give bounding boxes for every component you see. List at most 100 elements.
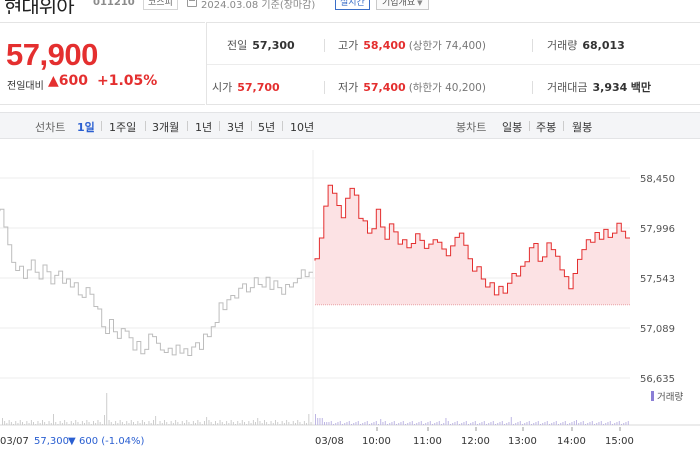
volume-bar bbox=[228, 423, 230, 425]
volume-bar bbox=[587, 423, 589, 425]
x-tick-label: 14:00 bbox=[557, 436, 586, 447]
volume-bar bbox=[84, 423, 85, 425]
stock-header: 현대위아 011210 코스피 2024.03.08 기준(장마감) 실시간 기… bbox=[0, 0, 700, 14]
volume-bar bbox=[407, 423, 409, 425]
volume-bar bbox=[596, 423, 598, 425]
volume-bar bbox=[445, 418, 447, 425]
volume-bar bbox=[618, 421, 620, 425]
period-1w[interactable]: 1주일 bbox=[109, 121, 137, 134]
volume-bar bbox=[93, 421, 94, 425]
period-1y[interactable]: 1년 bbox=[195, 121, 213, 134]
volume-bar bbox=[295, 423, 296, 425]
volume-bar bbox=[68, 424, 70, 425]
volume-bar bbox=[418, 422, 420, 425]
volume-bar bbox=[432, 424, 433, 425]
prev-day-close: 57,300 bbox=[34, 436, 69, 447]
volume-bar bbox=[465, 421, 467, 425]
volume-bar bbox=[264, 420, 265, 425]
volume-bar bbox=[144, 422, 145, 425]
volume-bar bbox=[607, 422, 609, 425]
column-divider bbox=[532, 39, 533, 52]
volume-bar bbox=[623, 423, 625, 425]
volume-bar bbox=[411, 421, 413, 425]
volume-bar bbox=[148, 421, 150, 425]
volume-bar bbox=[157, 424, 159, 425]
volume-bar bbox=[195, 423, 196, 425]
volume-bar bbox=[558, 424, 559, 425]
volume-bar bbox=[499, 422, 501, 425]
volume-bar bbox=[268, 424, 270, 425]
volume-bar bbox=[186, 420, 188, 425]
volume-bar bbox=[137, 421, 139, 425]
volume-bar bbox=[416, 423, 418, 425]
volume-bar bbox=[35, 424, 37, 425]
volume-bar bbox=[384, 421, 386, 425]
volume-bar bbox=[290, 424, 292, 425]
toolbar-divider bbox=[187, 121, 188, 131]
volume-bar bbox=[330, 421, 332, 425]
volume-bar bbox=[605, 423, 607, 425]
volume-bar bbox=[515, 423, 517, 425]
volume-bar bbox=[201, 424, 203, 425]
toolbar-divider bbox=[529, 121, 530, 131]
volume-bar bbox=[272, 423, 274, 425]
volume-bar bbox=[542, 423, 544, 425]
volume-bar bbox=[616, 422, 618, 425]
high-value: 58,400 bbox=[363, 39, 406, 52]
volume-bar bbox=[306, 423, 307, 425]
period-3m[interactable]: 3개월 bbox=[152, 121, 180, 134]
volume-bar bbox=[66, 422, 68, 425]
volume-bar bbox=[155, 416, 157, 425]
volume-bar bbox=[99, 422, 101, 425]
volume-bar bbox=[429, 421, 431, 425]
y-tick-label: 57,996 bbox=[640, 224, 675, 235]
volume-bar bbox=[170, 421, 172, 425]
volume-bar bbox=[19, 420, 21, 425]
volume-bar bbox=[177, 422, 179, 425]
volume-bar bbox=[495, 424, 496, 425]
corp-info-button[interactable]: 기업개요 ▼ bbox=[376, 0, 429, 10]
volume-bar bbox=[533, 423, 535, 425]
volume-bar bbox=[461, 423, 463, 425]
period-10y[interactable]: 10년 bbox=[290, 121, 315, 134]
calendar-icon bbox=[187, 0, 197, 7]
period-1d[interactable]: 1일 bbox=[77, 121, 95, 134]
volume-bar bbox=[283, 423, 285, 425]
volume-bar bbox=[366, 421, 368, 425]
volume-bar bbox=[50, 423, 52, 425]
volume-bar bbox=[373, 422, 375, 425]
volume-bar bbox=[319, 418, 321, 425]
realtime-button[interactable]: 실시간 bbox=[335, 0, 370, 10]
volume-bar bbox=[33, 422, 34, 425]
period-5y[interactable]: 5년 bbox=[258, 121, 276, 134]
intraday-chart[interactable]: 58,450 57,996 57,543 57,089 56,635 03/07 03/0… bbox=[0, 150, 700, 450]
volume-bar bbox=[398, 423, 400, 425]
column-divider bbox=[532, 81, 533, 94]
open-value: 57,700 bbox=[237, 81, 280, 94]
candle-weekly[interactable]: 주봉 bbox=[536, 121, 557, 134]
toolbar-divider bbox=[282, 121, 283, 131]
stock-name: 현대위아 bbox=[4, 0, 75, 14]
volume-bar bbox=[17, 423, 19, 425]
volume-bar bbox=[501, 421, 503, 425]
volume-bar bbox=[441, 424, 442, 425]
volume-bar bbox=[393, 421, 395, 425]
volume-bar bbox=[281, 421, 283, 425]
volume-bar bbox=[190, 424, 192, 425]
volume-bar bbox=[224, 424, 225, 425]
volume-bar bbox=[609, 421, 611, 425]
volume-bar bbox=[522, 424, 523, 425]
volume-bar bbox=[235, 424, 236, 425]
volume-bar bbox=[297, 420, 299, 425]
period-3y[interactable]: 3년 bbox=[227, 121, 245, 134]
volume-bar bbox=[598, 422, 600, 425]
volume-bar bbox=[39, 423, 41, 425]
change-amount-value: 600 bbox=[58, 73, 89, 89]
volume-bar bbox=[402, 421, 404, 425]
volume-bar bbox=[181, 421, 183, 425]
candle-daily[interactable]: 일봉 bbox=[502, 121, 523, 134]
candle-monthly[interactable]: 월봉 bbox=[572, 121, 593, 134]
volume-bar bbox=[434, 423, 436, 425]
volume-bar bbox=[382, 422, 384, 425]
volume-bar bbox=[172, 423, 174, 425]
